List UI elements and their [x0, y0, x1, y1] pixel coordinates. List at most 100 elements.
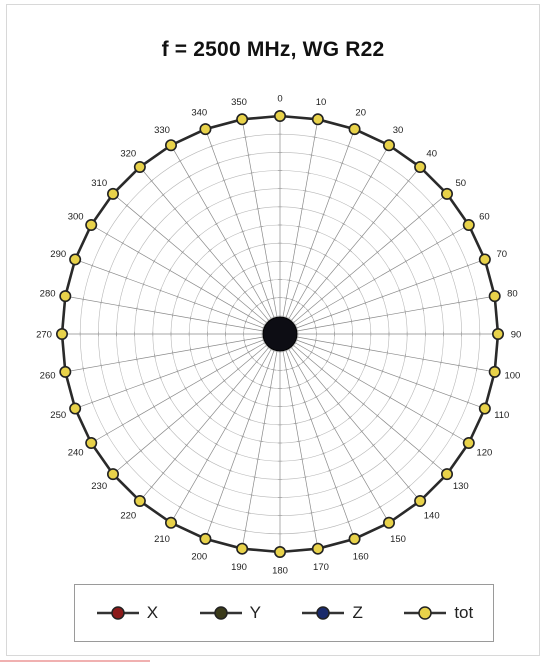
grid-tick: [152, 404, 156, 409]
legend-item-z: Z: [300, 603, 363, 623]
angle-tick-label: 160: [353, 551, 369, 562]
grid-tick: [435, 422, 439, 427]
legend-label-tot: tot: [454, 603, 474, 622]
grid-tick: [189, 316, 192, 321]
grid-tick: [476, 366, 478, 371]
angle-tick-label: 150: [390, 534, 406, 545]
data-point-tot: [440, 187, 453, 200]
data-point-tot: [133, 161, 146, 174]
grid-tick: [262, 243, 267, 246]
grid-tick: [476, 297, 478, 302]
grid-tick: [232, 253, 237, 257]
data-point-tot: [236, 113, 249, 126]
grid-tick: [262, 422, 267, 425]
legend-marker-tot: [404, 606, 447, 620]
grid-tick: [296, 301, 301, 304]
grid-tick: [422, 357, 424, 362]
grid-tick: [142, 282, 145, 287]
angle-tick-label: 200: [191, 551, 207, 562]
grid-tick: [82, 297, 84, 302]
polar-grid: [61, 115, 499, 553]
angle-tick-label: 80: [507, 289, 518, 300]
grid-tick: [383, 457, 387, 461]
grid-tick: [357, 286, 361, 291]
grid-tick: [223, 238, 228, 241]
grid-tick: [308, 247, 314, 250]
data-point-tot: [69, 253, 82, 266]
grid-tick: [159, 288, 162, 293]
grid-tick: [415, 282, 418, 287]
grid-tick: [154, 309, 156, 315]
grid-tick: [214, 442, 219, 446]
grid-tick: [466, 400, 469, 405]
grid-tick: [258, 225, 264, 228]
grid-tick: [259, 281, 264, 284]
grid-tick: [312, 136, 317, 138]
angle-tick-label: 290: [50, 249, 66, 260]
grid-tick: [247, 313, 250, 318]
angle-tick-label: 320: [120, 149, 136, 160]
angle-tick-label: 130: [453, 481, 469, 492]
grid-tick: [299, 208, 305, 210]
grid-tick: [222, 378, 226, 383]
grid-tick: [348, 415, 352, 420]
grid-tick: [232, 411, 237, 415]
legend-marker-y: [199, 606, 242, 620]
grid-tick: [388, 395, 392, 400]
grid-tick: [194, 402, 199, 406]
data-point-tot: [462, 219, 475, 232]
data-point-tot: [488, 365, 501, 378]
grid-tick: [268, 279, 273, 282]
angle-tick-label: 100: [504, 370, 520, 381]
grid-tick: [187, 489, 192, 493]
grid-tick: [243, 338, 245, 343]
grid-tick: [315, 338, 317, 343]
grid-tick: [178, 505, 183, 509]
grid-tick: [255, 208, 261, 210]
grid-tick: [265, 261, 270, 264]
grid-tick: [105, 232, 109, 237]
grid-tick: [389, 425, 393, 430]
grid-tick: [315, 435, 320, 438]
grid-tick: [176, 294, 179, 299]
grid-tick: [240, 435, 245, 438]
grid-tick: [332, 238, 337, 241]
data-point-tot: [311, 542, 324, 555]
grid-tick: [259, 384, 264, 387]
grid-tick: [168, 268, 172, 273]
grid-tick: [377, 505, 382, 509]
grid-tick: [368, 489, 373, 493]
grid-tick: [125, 275, 128, 281]
data-point-tot: [69, 402, 82, 415]
grid-tick: [231, 276, 236, 280]
grid-tick: [290, 404, 295, 407]
data-point-tot: [382, 139, 395, 152]
grid-tick: [302, 401, 308, 404]
grid-tick: [373, 277, 376, 282]
grid-tick: [386, 350, 389, 356]
grid-tick: [176, 369, 179, 374]
grid-tick: [199, 286, 203, 291]
grid-tick: [125, 460, 129, 465]
grid-tick: [341, 368, 345, 373]
grid-tick: [240, 230, 245, 233]
grid-tick: [431, 203, 435, 208]
grid-tick: [244, 344, 247, 349]
grid-tick: [325, 304, 329, 309]
grid-tick: [339, 503, 345, 506]
grid-tick: [193, 300, 196, 306]
angle-tick-label: 240: [68, 448, 84, 459]
angle-tick-label: 340: [191, 108, 207, 119]
grid-tick: [234, 213, 239, 216]
grid-tick: [375, 250, 380, 255]
grid-tick: [350, 319, 353, 324]
grid-tick: [431, 460, 435, 465]
grid-tick: [243, 325, 245, 330]
grid-tick: [207, 344, 210, 349]
grid-tick: [255, 458, 261, 460]
data-point-tot: [311, 113, 324, 126]
grid-tick: [388, 268, 392, 273]
data-point-tot: [414, 161, 427, 174]
grid-tick: [435, 241, 439, 246]
grid-tick: [215, 162, 221, 165]
